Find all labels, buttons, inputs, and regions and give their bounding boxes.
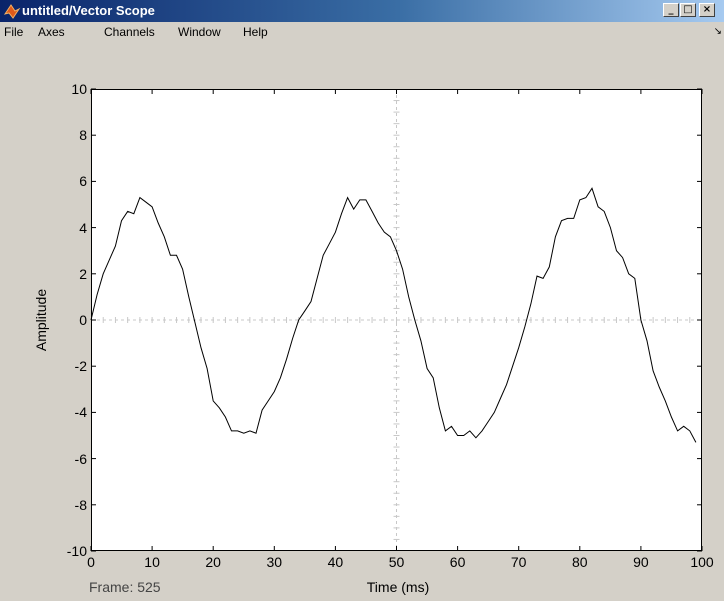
menu-channels[interactable]: Channels <box>104 25 155 39</box>
x-tick-label: 70 <box>510 554 527 570</box>
signal-trace <box>90 187 697 443</box>
x-tick-label: 20 <box>205 554 221 570</box>
menu-file[interactable]: File <box>4 25 24 39</box>
menu-axes[interactable]: Axes <box>38 25 65 39</box>
matlab-logo-icon <box>3 4 21 19</box>
minimize-button[interactable]: _ <box>663 3 679 17</box>
undock-arrow-icon[interactable]: ↘ <box>713 26 722 37</box>
x-tick-label: 0 <box>87 554 95 570</box>
x-tick-label: 80 <box>572 554 588 570</box>
x-axis-label: Time (ms) <box>366 579 430 595</box>
y-tick-label: 10 <box>71 81 87 97</box>
title-bar[interactable]: untitled/Vector Scope _ □ × <box>0 0 724 22</box>
y-tick-label: -4 <box>74 404 87 421</box>
y-tick-label: 8 <box>79 127 87 144</box>
close-button[interactable]: × <box>699 3 715 17</box>
maximize-button[interactable]: □ <box>680 3 696 17</box>
y-tick-label: 2 <box>79 265 87 282</box>
menu-window[interactable]: Window <box>178 25 221 39</box>
y-axis-label: Amplitude <box>33 288 49 352</box>
y-tick-label: 0 <box>79 312 87 328</box>
y-tick-label: -6 <box>74 450 87 467</box>
x-tick-label: 60 <box>449 554 466 570</box>
y-tick-label: -10 <box>66 543 87 559</box>
x-tick-label: 90 <box>633 554 649 570</box>
x-tick-label: 30 <box>266 554 283 570</box>
menu-help[interactable]: Help <box>243 25 268 39</box>
x-tick-label: 100 <box>690 554 714 570</box>
x-tick-label: 40 <box>327 554 344 570</box>
window-title: untitled/Vector Scope <box>22 3 155 18</box>
y-tick-label: 6 <box>79 173 87 190</box>
y-tick-label: -2 <box>74 358 87 375</box>
x-tick-label: 50 <box>388 554 405 570</box>
y-tick-label: -8 <box>74 496 87 513</box>
menu-bar: File Axes Channels Window Help ↘ <box>0 22 724 42</box>
frame-counter: Frame: 525 <box>89 579 161 595</box>
x-tick-label: 10 <box>144 554 160 570</box>
y-tick-label: 4 <box>79 219 87 236</box>
